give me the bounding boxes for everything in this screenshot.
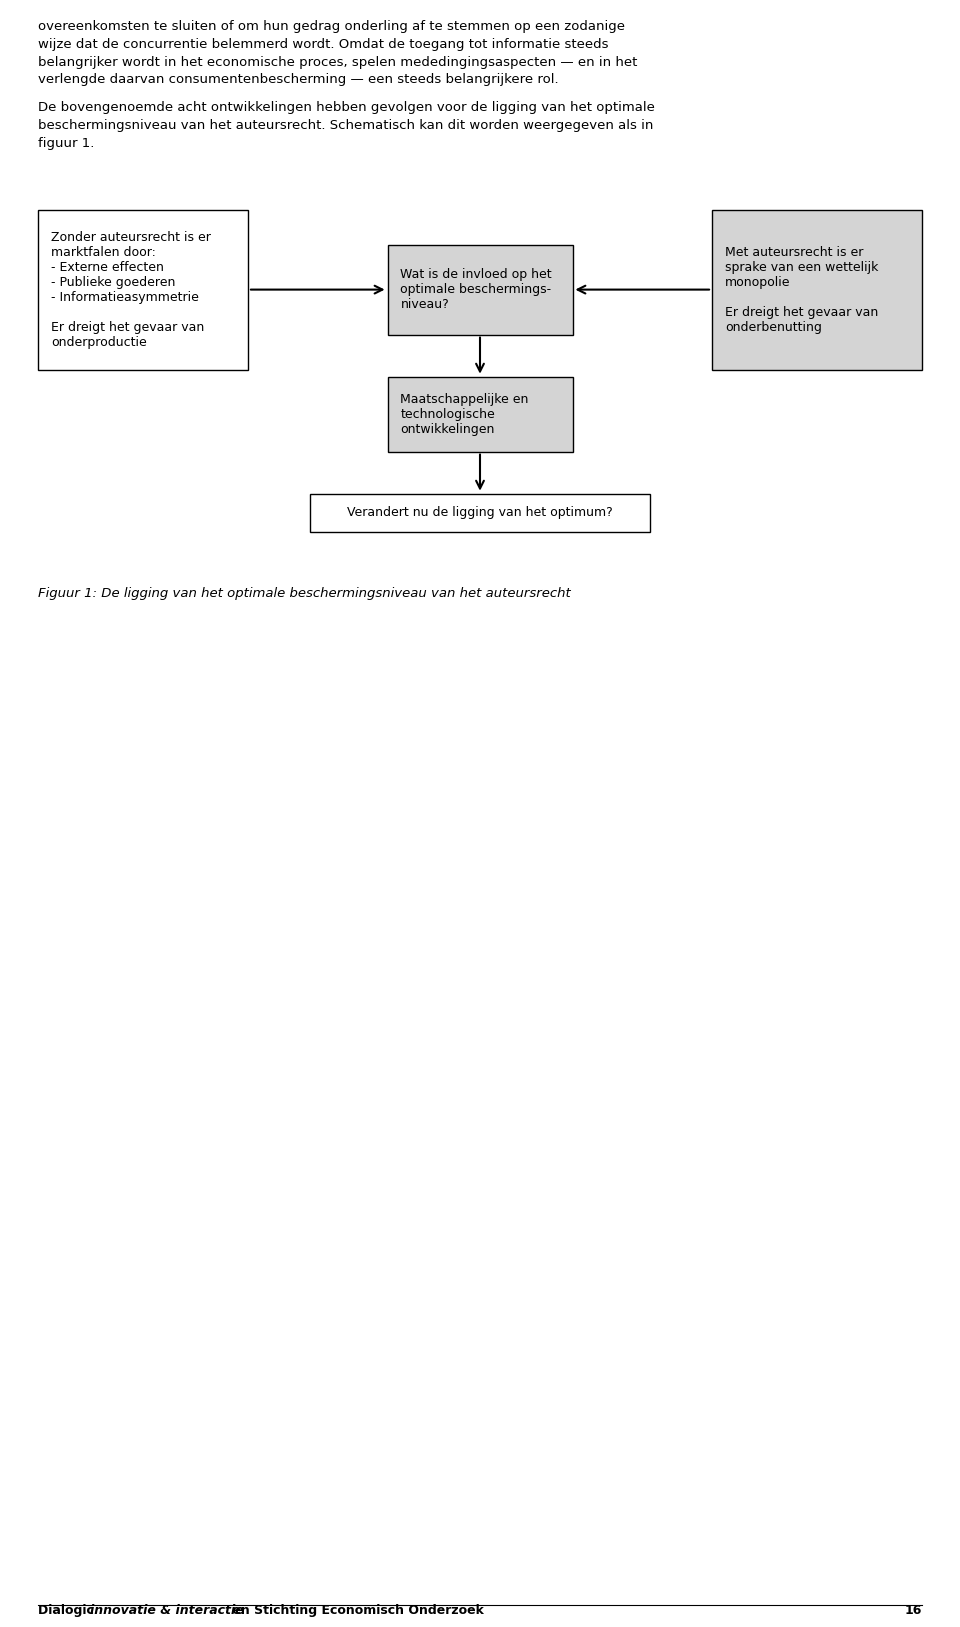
- FancyBboxPatch shape: [310, 493, 650, 532]
- Text: Verandert nu de ligging van het optimum?: Verandert nu de ligging van het optimum?: [348, 506, 612, 519]
- Text: wijze dat de concurrentie belemmerd wordt. Omdat de toegang tot informatie steed: wijze dat de concurrentie belemmerd word…: [38, 37, 609, 50]
- Text: Dialogic: Dialogic: [38, 1604, 98, 1617]
- Text: innovatie & interactie: innovatie & interactie: [90, 1604, 244, 1617]
- Text: Maatschappelijke en
technologische
ontwikkelingen: Maatschappelijke en technologische ontwi…: [400, 392, 529, 436]
- FancyBboxPatch shape: [388, 376, 572, 452]
- Text: De bovengenoemde acht ontwikkelingen hebben gevolgen voor de ligging van het opt: De bovengenoemde acht ontwikkelingen heb…: [38, 101, 655, 114]
- FancyBboxPatch shape: [38, 210, 248, 369]
- Text: belangrijker wordt in het economische proces, spelen mededingingsaspecten — en i: belangrijker wordt in het economische pr…: [38, 55, 637, 68]
- Text: 16: 16: [904, 1604, 922, 1617]
- Text: Zonder auteursrecht is er
marktfalen door:
- Externe effecten
- Publieke goedere: Zonder auteursrecht is er marktfalen doo…: [51, 231, 211, 348]
- Text: en Stichting Economisch Onderzoek: en Stichting Economisch Onderzoek: [228, 1604, 485, 1617]
- Text: figuur 1.: figuur 1.: [38, 137, 94, 150]
- Text: Figuur 1: De ligging van het optimale beschermingsniveau van het auteursrecht: Figuur 1: De ligging van het optimale be…: [38, 587, 571, 600]
- Text: verlengde daarvan consumentenbescherming — een steeds belangrijkere rol.: verlengde daarvan consumentenbescherming…: [38, 73, 559, 86]
- Text: beschermingsniveau van het auteursrecht. Schematisch kan dit worden weergegeven : beschermingsniveau van het auteursrecht.…: [38, 119, 654, 132]
- FancyBboxPatch shape: [712, 210, 922, 369]
- Text: Met auteursrecht is er
sprake van een wettelijk
monopolie

Er dreigt het gevaar : Met auteursrecht is er sprake van een we…: [725, 246, 878, 334]
- Text: overeenkomsten te sluiten of om hun gedrag onderling af te stemmen op een zodani: overeenkomsten te sluiten of om hun gedr…: [38, 20, 625, 33]
- FancyBboxPatch shape: [388, 244, 572, 335]
- Text: Wat is de invloed op het
optimale beschermings-
niveau?: Wat is de invloed op het optimale besche…: [400, 268, 552, 311]
